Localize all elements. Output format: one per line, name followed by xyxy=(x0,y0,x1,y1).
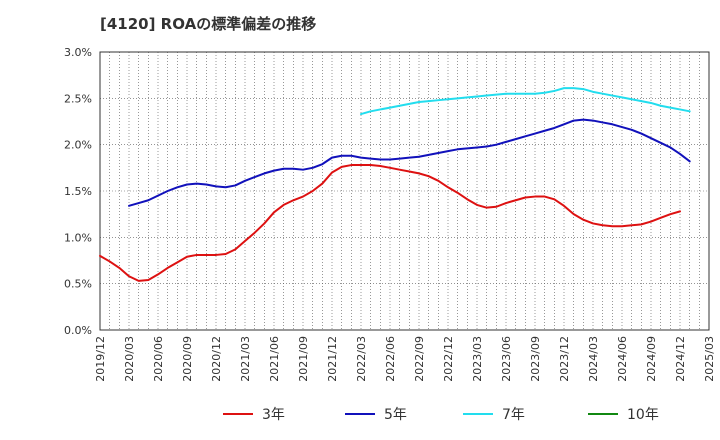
y-tick-label: 3.0% xyxy=(64,46,92,59)
y-tick-label: 1.0% xyxy=(64,231,92,244)
x-tick-label: 2020/03 xyxy=(123,336,136,382)
x-tick-label: 2024/12 xyxy=(674,336,687,382)
x-tick-label: 2022/09 xyxy=(413,336,426,382)
y-tick-label: 0.0% xyxy=(64,324,92,337)
grid-lines xyxy=(100,52,709,330)
x-tick-label: 2020/09 xyxy=(181,336,194,382)
x-tick-label: 2022/12 xyxy=(442,336,455,382)
x-tick-label: 2019/12 xyxy=(94,336,107,382)
series-line-5年 xyxy=(128,118,691,207)
x-tick-label: 2024/03 xyxy=(587,336,600,382)
y-tick-label: 2.5% xyxy=(64,92,92,105)
x-tick-label: 2023/06 xyxy=(500,336,513,382)
x-tick-label: 2021/06 xyxy=(268,336,281,382)
y-tick-label: 2.0% xyxy=(64,139,92,152)
x-tick-label: 2023/09 xyxy=(529,336,542,382)
x-tick-label: 2020/12 xyxy=(210,336,223,382)
legend: 3年 5年 7年 10年 xyxy=(223,407,659,423)
x-tick-label: 2024/09 xyxy=(645,336,658,382)
series-line-7年 xyxy=(360,87,691,116)
x-tick-label: 2024/06 xyxy=(616,336,629,382)
x-tick-label: 2020/06 xyxy=(152,336,165,382)
legend-label: 5年 xyxy=(384,407,407,423)
x-tick-label: 2021/03 xyxy=(239,336,252,382)
y-axis-ticks: 0.0% 0.5% 1.0% 1.5% 2.0% 2.5% 3.0% xyxy=(64,46,92,337)
legend-label: 3年 xyxy=(262,407,285,423)
y-tick-label: 1.5% xyxy=(64,185,92,198)
chart-title: [4120] ROAの標準偏差の推移 xyxy=(100,15,317,33)
series-line-3年 xyxy=(99,164,681,282)
plot-area-frame xyxy=(99,51,710,331)
x-tick-label: 2022/06 xyxy=(384,336,397,382)
x-axis-ticks: 2019/12 2020/03 2020/06 2020/09 2020/12 2021/… xyxy=(94,336,716,382)
x-tick-label: 2021/09 xyxy=(297,336,310,382)
x-tick-label: 2023/12 xyxy=(558,336,571,382)
legend-label: 10年 xyxy=(627,407,659,423)
x-tick-label: 2022/03 xyxy=(355,336,368,382)
legend-label: 7年 xyxy=(502,407,525,423)
series-lines xyxy=(99,87,691,282)
y-tick-label: 0.5% xyxy=(64,278,92,291)
x-tick-label: 2025/03 xyxy=(703,336,716,382)
x-tick-label: 2023/03 xyxy=(471,336,484,382)
x-tick-label: 2021/12 xyxy=(326,336,339,382)
